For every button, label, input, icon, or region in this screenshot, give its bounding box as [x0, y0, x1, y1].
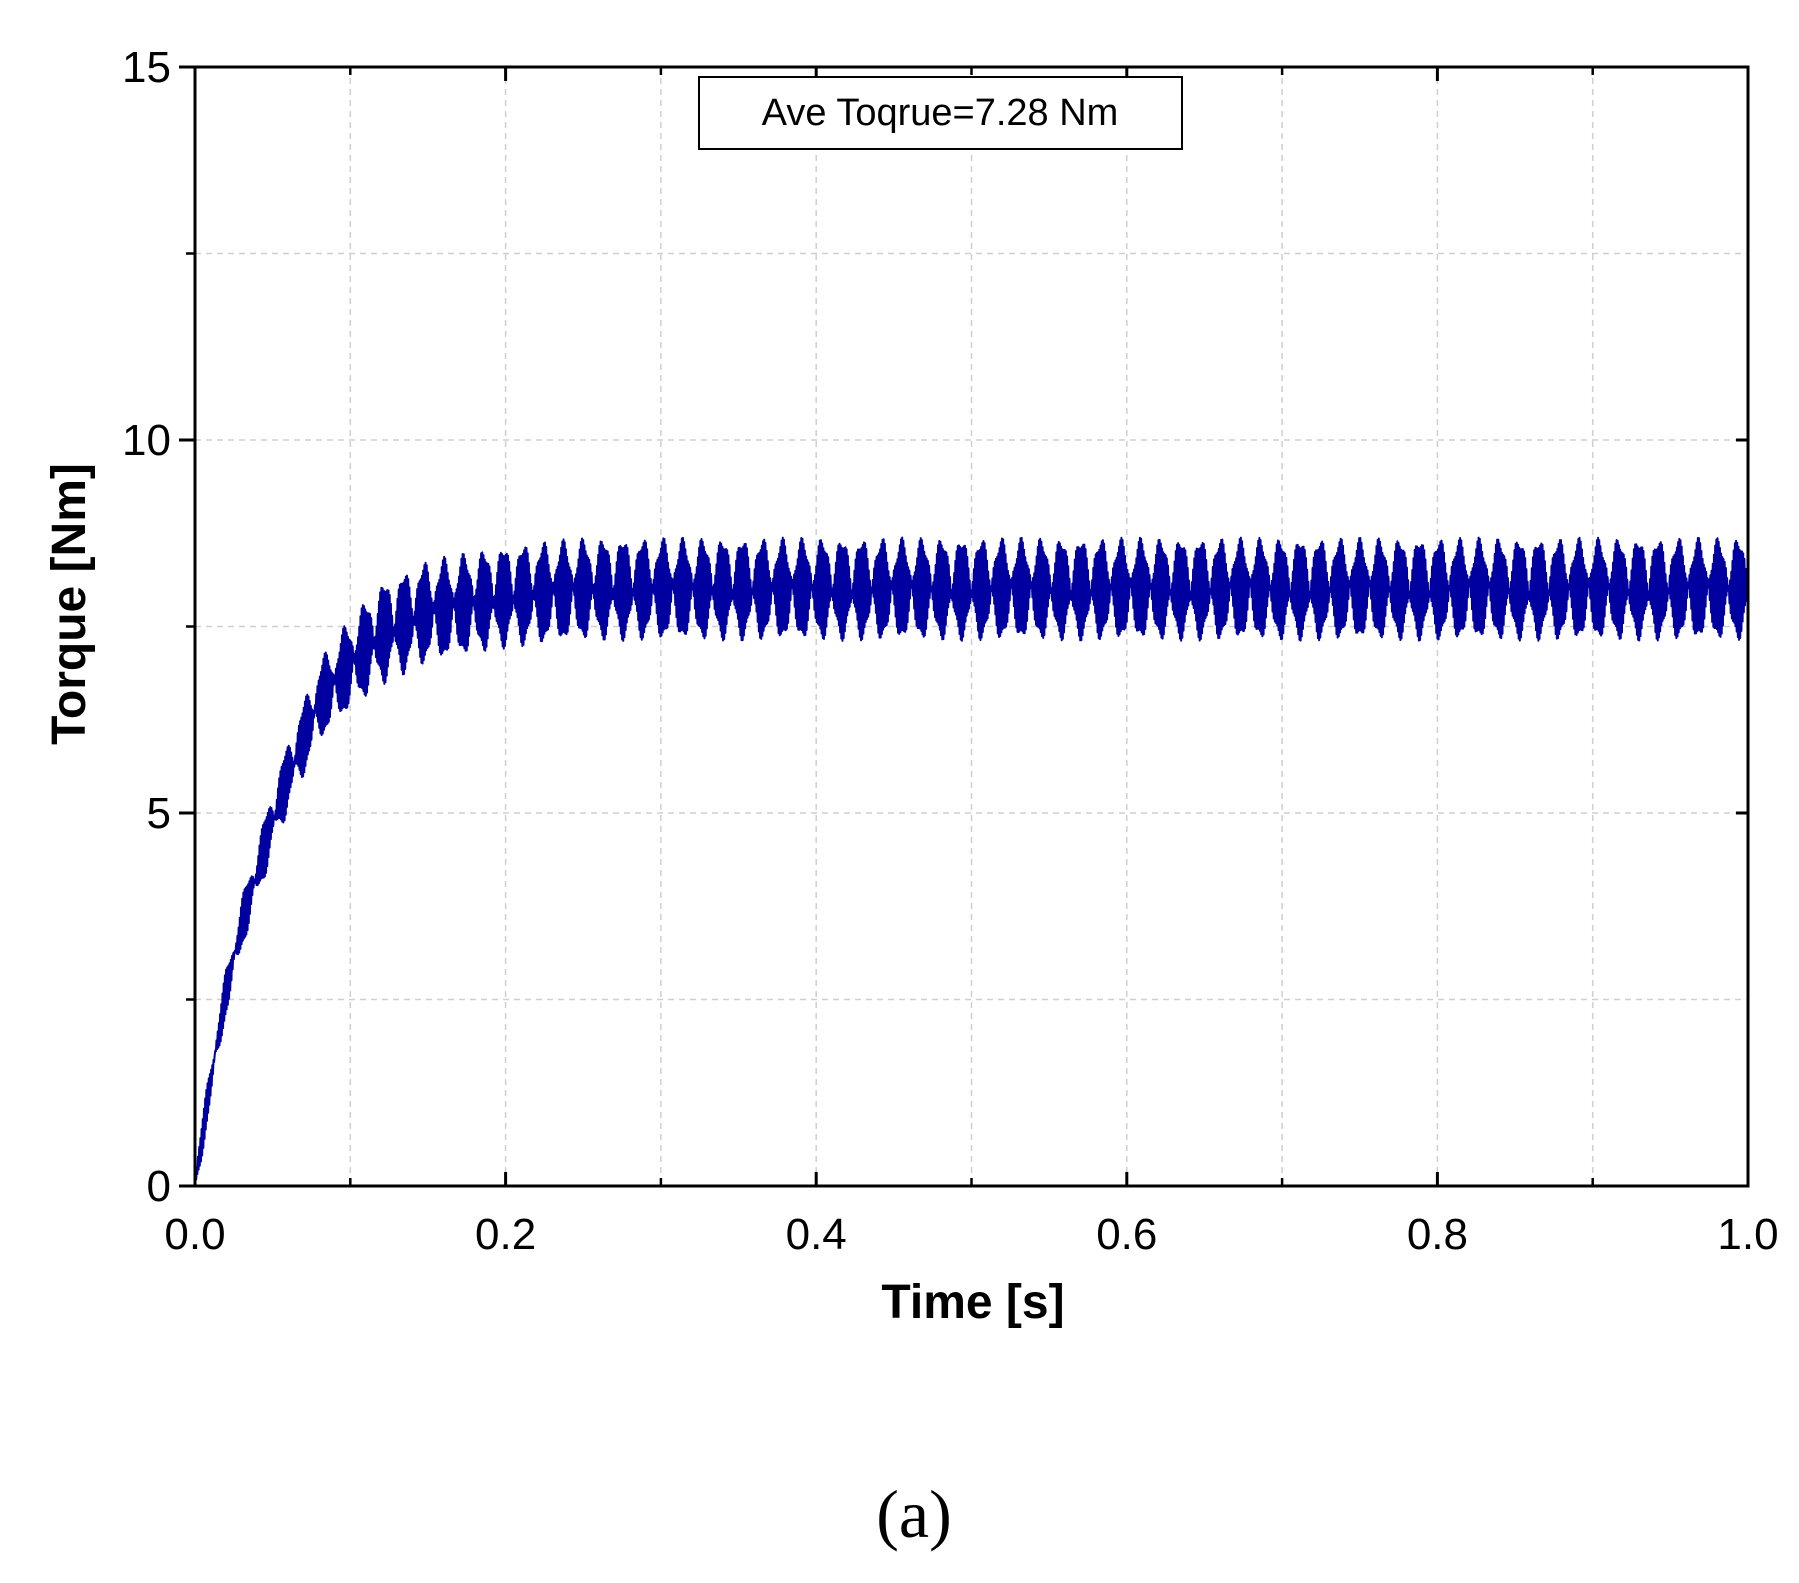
y-tick-label: 5	[147, 789, 171, 838]
series-line	[194, 536, 1749, 1187]
x-tick-label: 0.8	[1407, 1210, 1468, 1259]
y-axis-title: Torque [Nm]	[43, 463, 96, 745]
y-tick-label: 15	[122, 43, 171, 92]
annotation-text: Ave Toqrue=7.28 Nm	[762, 92, 1119, 134]
series-torque	[194, 536, 1749, 1187]
x-tick-label: 0.6	[1096, 1210, 1157, 1259]
grid-lines	[195, 67, 1748, 1186]
y-tick-label: 0	[147, 1162, 171, 1211]
x-tick-label: 0.2	[475, 1210, 536, 1259]
annotation-box: Ave Toqrue=7.28 Nm	[698, 76, 1183, 150]
figure-caption: (a)	[876, 1476, 951, 1552]
x-tick-label: 1.0	[1717, 1210, 1778, 1259]
y-tick-label: 10	[122, 416, 171, 465]
x-tick-label: 0.0	[164, 1210, 225, 1259]
axis-ticks: 0.0 0.2 0.4 0.6 0.8 1.0 0 5 10 15	[122, 43, 1779, 1259]
x-axis-title: Time [s]	[881, 1276, 1064, 1329]
x-tick-label: 0.4	[786, 1210, 847, 1259]
